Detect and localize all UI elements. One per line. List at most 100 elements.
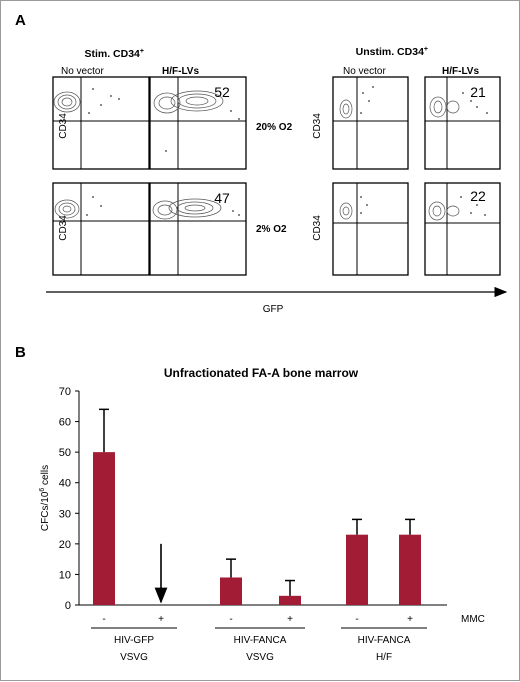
event-dot [486, 112, 488, 114]
flow-plot-stim-20-hf [149, 76, 247, 170]
group-label-line2: H/F [376, 652, 392, 663]
event-dots [460, 196, 486, 216]
bar [346, 534, 368, 605]
gfp-axis-label: GFP [263, 304, 284, 315]
y-tick-label: 0 [65, 600, 71, 612]
flow-plot-unstim-bottom-novector [332, 182, 409, 276]
bars [93, 408, 421, 605]
mmc-sign: + [407, 614, 413, 625]
pct-stim-2: 47 [214, 190, 230, 206]
event-dots [360, 196, 368, 214]
event-dot [88, 112, 90, 114]
event-dot [165, 150, 167, 152]
event-dots [165, 110, 240, 152]
event-dot [368, 100, 370, 102]
stim-header: Stim. CD34+ [84, 48, 144, 60]
y-ticks: 0 10 20 30 40 50 60 70 [59, 386, 79, 612]
event-dot [460, 196, 462, 198]
condition-20-label: 20% O2 [256, 122, 293, 133]
panel-a-letter: A [15, 12, 26, 29]
col-label-no-vector-stim: No vector [61, 66, 104, 77]
mmc-sign: - [229, 614, 232, 625]
contour-unstim-top-hf [429, 96, 460, 118]
group-label-line2: VSVG [120, 652, 148, 663]
group-labels: HIV-GFP VSVG HIV-FANCA VSVG HIV-FANCA H/F [91, 627, 427, 663]
contour-stim-2-novector [54, 199, 80, 219]
mmc-sign: - [102, 614, 105, 625]
event-dots [360, 86, 374, 114]
col-label-no-vector-unstim: No vector [343, 66, 386, 77]
event-dot [470, 100, 472, 102]
col-label-hf-unstim: H/F-LVs [442, 66, 479, 77]
event-dots [232, 210, 240, 216]
flow-plot-unstim-top-hf [424, 76, 501, 170]
mmc-sign: + [158, 614, 164, 625]
event-dots [462, 92, 488, 114]
event-dot [470, 212, 472, 214]
event-dot [476, 106, 478, 108]
y-tick-label: 30 [59, 508, 71, 520]
mmc-sign: + [287, 614, 293, 625]
bar [279, 595, 301, 605]
y-tick-label: 20 [59, 539, 71, 551]
event-dot [232, 210, 234, 212]
y-tick-label: 10 [59, 569, 71, 581]
unstim-header: Unstim. CD34+ [356, 46, 428, 58]
cd34-label-3: CD34 [312, 113, 323, 139]
contour-stim-20-hf [153, 90, 224, 114]
mmc-sign: - [355, 614, 358, 625]
flow-plot-unstim-top-novector [332, 76, 409, 170]
bar [220, 577, 242, 605]
contour-unstim-top-novector [339, 99, 353, 119]
cd34-label-1: CD34 [58, 113, 69, 139]
event-dot [360, 196, 362, 198]
event-dot [360, 212, 362, 214]
event-dot [238, 118, 240, 120]
event-dot [360, 112, 362, 114]
event-dot [238, 214, 240, 216]
pct-unstim-top: 21 [470, 84, 486, 100]
flow-plot-stim-2-novector [52, 182, 150, 276]
cd34-label-4: CD34 [312, 215, 323, 241]
bar [93, 452, 115, 605]
event-dot [230, 110, 232, 112]
y-tick-label: 40 [59, 478, 71, 490]
event-dot [484, 214, 486, 216]
event-dot [366, 204, 368, 206]
event-dot [462, 92, 464, 94]
flow-plot-unstim-bottom-hf [424, 182, 501, 276]
mmc-signs: - + - + - + [102, 614, 413, 625]
event-dot [118, 98, 120, 100]
event-dot [476, 204, 478, 206]
event-dot [92, 88, 94, 90]
group-label-line1: HIV-GFP [114, 635, 154, 646]
cd34-label-2: CD34 [58, 215, 69, 241]
y-tick-label: 70 [59, 386, 71, 398]
col-label-hf-stim: H/F-LVs [162, 66, 199, 77]
event-dot [100, 104, 102, 106]
contour-stim-20-novector [53, 91, 81, 113]
event-dot [100, 205, 102, 207]
event-dot [86, 214, 88, 216]
event-dot [372, 86, 374, 88]
pct-stim-20: 52 [214, 84, 230, 100]
contour-unstim-bottom-novector [339, 202, 353, 220]
flow-plot-stim-2-hf [149, 182, 247, 276]
panel-b-letter: B [15, 344, 26, 361]
event-dots [86, 196, 102, 216]
flow-plot-stim-20-novector [52, 76, 150, 170]
group-label-line1: HIV-FANCA [358, 635, 411, 646]
y-tick-label: 50 [59, 447, 71, 459]
condition-2-label: 2% O2 [256, 224, 287, 235]
contour-unstim-bottom-hf [428, 201, 460, 221]
bar [399, 534, 421, 605]
event-dot [110, 95, 112, 97]
group-label-line1: HIV-FANCA [234, 635, 287, 646]
pct-unstim-bottom: 22 [470, 188, 486, 204]
contour-stim-2-hf [152, 198, 222, 220]
chart-ylabel: CFCs/106 cells [39, 465, 51, 531]
chart-title: Unfractionated FA-A bone marrow [164, 366, 359, 380]
event-dot [362, 92, 364, 94]
